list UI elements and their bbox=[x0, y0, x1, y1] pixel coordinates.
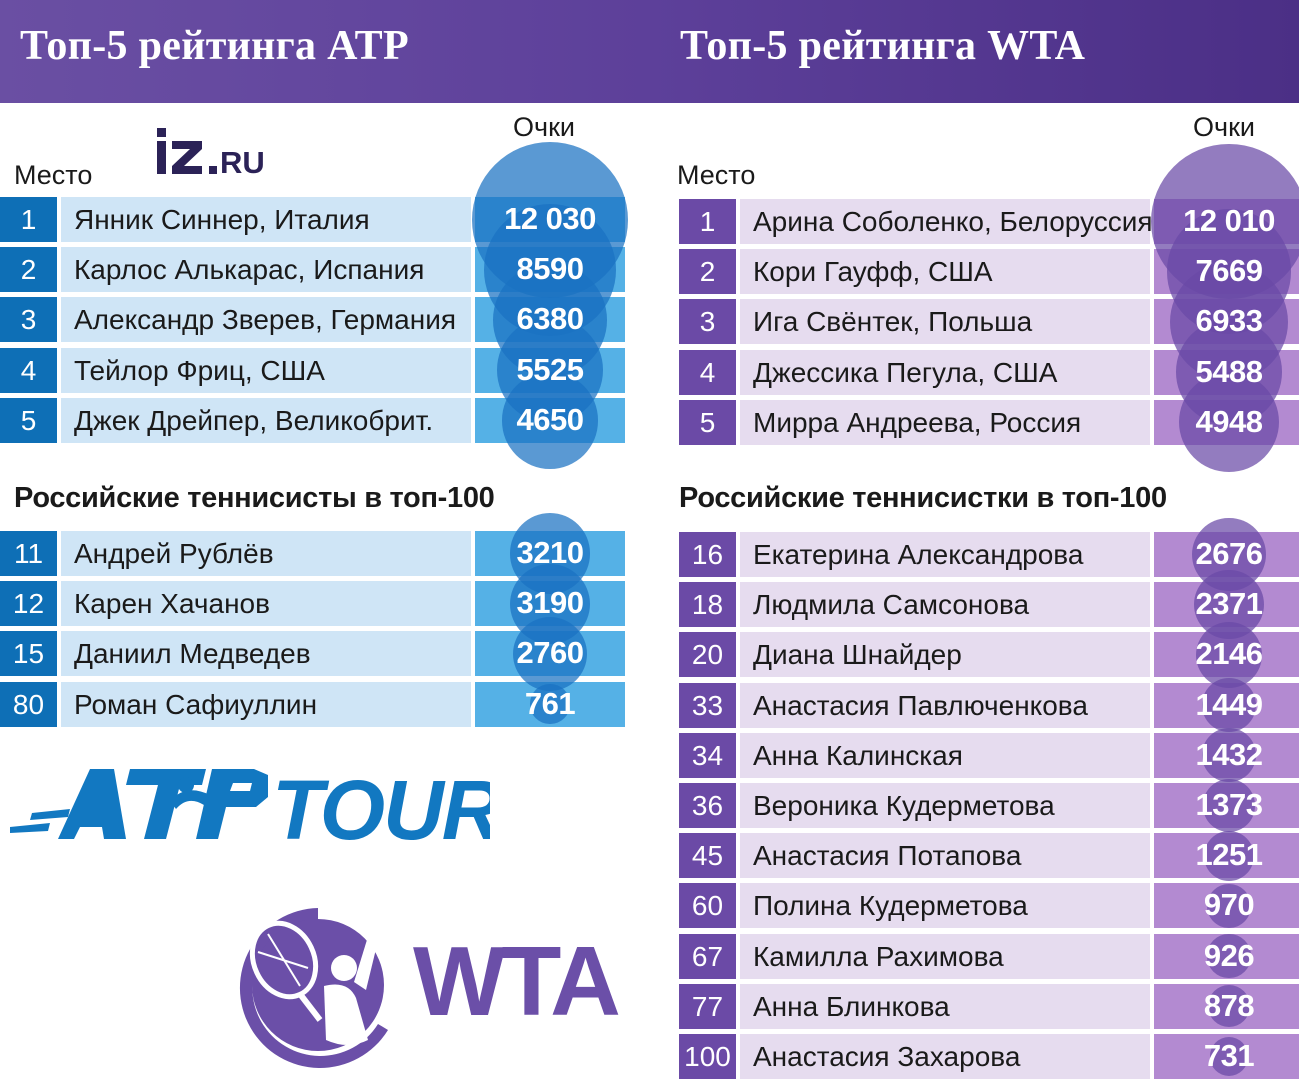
player-name: Роман Сафиуллин bbox=[61, 682, 471, 727]
rank-cell: 45 bbox=[679, 833, 736, 878]
atp-title: Топ-5 рейтинга ATP bbox=[20, 23, 409, 69]
player-name: Ига Свёнтек, Польша bbox=[740, 299, 1150, 344]
points-label: 7669 bbox=[1195, 253, 1263, 289]
wta-russians-title: Российские теннисистки в топ-100 bbox=[679, 482, 1167, 514]
svg-text:WTA: WTA bbox=[413, 926, 619, 1036]
rank-cell: 2 bbox=[0, 247, 57, 292]
rank-cell: 100 bbox=[679, 1034, 736, 1079]
wta-ru-row: 16 Екатерина Александрова bbox=[679, 532, 1299, 577]
points-label: 2146 bbox=[1195, 636, 1263, 672]
rank-cell: 77 bbox=[679, 984, 736, 1029]
rank-cell: 60 bbox=[679, 883, 736, 928]
player-name: Камилла Рахимова bbox=[740, 934, 1150, 979]
wta-ru-row: 20 Диана Шнайдер bbox=[679, 632, 1299, 677]
player-name: Анна Калинская bbox=[740, 733, 1150, 778]
points-label: 1449 bbox=[1195, 686, 1263, 722]
rank-cell: 2 bbox=[679, 249, 736, 294]
points-label: 3190 bbox=[516, 585, 584, 621]
player-name: Андрей Рублёв bbox=[61, 531, 471, 576]
wta-logo: WTA bbox=[239, 892, 623, 1068]
points-label: 2760 bbox=[516, 635, 584, 671]
player-name: Тейлор Фриц, США bbox=[61, 348, 471, 393]
points-label: 1432 bbox=[1195, 736, 1263, 772]
player-name: Янник Синнер, Италия bbox=[61, 197, 471, 242]
rank-cell: 34 bbox=[679, 733, 736, 778]
atp-top-row: 5 Джек Дрейпер, Великобрит. bbox=[0, 398, 625, 443]
player-name: Джессика Пегула, США bbox=[740, 350, 1150, 395]
points-label: 5488 bbox=[1195, 353, 1263, 389]
points-label: 926 bbox=[1203, 937, 1255, 973]
header-banner: Топ-5 рейтинга ATP Топ-5 рейтинга WTA bbox=[0, 0, 1299, 103]
wta-place-label: Место bbox=[677, 160, 756, 190]
points-label: 3210 bbox=[516, 535, 584, 570]
rank-cell: 3 bbox=[0, 297, 57, 342]
points-label: 6380 bbox=[516, 301, 584, 337]
rank-cell: 15 bbox=[0, 631, 57, 676]
player-name: Полина Кудерметова bbox=[740, 883, 1150, 928]
rank-cell: 12 bbox=[0, 581, 57, 626]
svg-text:RU: RU bbox=[220, 145, 265, 176]
atp-points-label: Очки bbox=[513, 112, 575, 142]
points-label: 4650 bbox=[516, 401, 584, 437]
rank-cell: 1 bbox=[679, 199, 736, 244]
player-name: Анна Блинкова bbox=[740, 984, 1150, 1029]
player-name: Людмила Самсонова bbox=[740, 582, 1150, 627]
svg-text:TOUR: TOUR bbox=[272, 765, 490, 845]
rank-cell: 4 bbox=[679, 350, 736, 395]
points-label: 2676 bbox=[1195, 536, 1263, 571]
player-name: Арина Соболенко, Белоруссия bbox=[740, 199, 1153, 244]
points-label: 12 010 bbox=[1183, 203, 1275, 238]
player-name: Анастасия Павлюченкова bbox=[740, 683, 1150, 728]
rank-cell: 18 bbox=[679, 582, 736, 627]
player-name: Кори Гауфф, США bbox=[740, 249, 1150, 294]
atp-place-label: Место bbox=[14, 160, 93, 190]
rank-cell: 16 bbox=[679, 532, 736, 577]
points-label: 2371 bbox=[1195, 586, 1263, 622]
points-label: 4948 bbox=[1195, 403, 1263, 439]
player-name: Даниил Медведев bbox=[61, 631, 471, 676]
wta-ru-row: 18 Людмила Самсонова bbox=[679, 582, 1299, 627]
wta-points-label: Очки bbox=[1193, 112, 1255, 142]
player-name: Анастасия Потапова bbox=[740, 833, 1150, 878]
atp-tour-logo: TOUR bbox=[10, 765, 490, 845]
rank-cell: 80 bbox=[0, 682, 57, 727]
points-label: 1251 bbox=[1195, 837, 1263, 873]
points-label: 5525 bbox=[516, 351, 584, 387]
wta-title: Топ-5 рейтинга WTA bbox=[680, 23, 1086, 69]
points-label: 1373 bbox=[1195, 787, 1263, 822]
rank-cell: 3 bbox=[679, 299, 736, 344]
player-name: Мирра Андреева, Россия bbox=[740, 400, 1150, 445]
player-name: Джек Дрейпер, Великобрит. bbox=[61, 398, 471, 443]
rank-cell: 5 bbox=[0, 398, 57, 443]
atp-russians-title: Российские теннисисты в топ-100 bbox=[14, 482, 495, 514]
rank-cell: 1 bbox=[0, 197, 57, 242]
player-name: Карен Хачанов bbox=[61, 581, 471, 626]
points-label: 8590 bbox=[516, 251, 584, 287]
points-label: 6933 bbox=[1195, 303, 1263, 339]
player-name: Анастасия Захарова bbox=[740, 1034, 1150, 1079]
player-name: Диана Шнайдер bbox=[740, 632, 1150, 677]
rank-cell: 20 bbox=[679, 632, 736, 677]
player-name: Вероника Кудерметова bbox=[740, 783, 1150, 828]
points-label: 731 bbox=[1203, 1038, 1255, 1073]
rank-cell: 4 bbox=[0, 348, 57, 393]
rank-cell: 11 bbox=[0, 531, 57, 576]
points-label: 12 030 bbox=[504, 201, 596, 236]
iz-ru-logo: RU bbox=[157, 128, 265, 176]
player-name: Екатерина Александрова bbox=[740, 532, 1150, 577]
rank-cell: 5 bbox=[679, 400, 736, 445]
points-label: 970 bbox=[1203, 887, 1255, 923]
atp-ru-row: 80 Роман Сафиуллин bbox=[0, 682, 625, 727]
player-name: Александр Зверев, Германия bbox=[61, 297, 471, 342]
player-name: Карлос Алькарас, Испания bbox=[61, 247, 471, 292]
rank-cell: 67 bbox=[679, 934, 736, 979]
rank-cell: 36 bbox=[679, 783, 736, 828]
wta-top-row: 2 Кори Гауфф, США bbox=[679, 249, 1299, 294]
points-label: 761 bbox=[524, 685, 576, 721]
points-label: 878 bbox=[1203, 987, 1255, 1023]
rank-cell: 33 bbox=[679, 683, 736, 728]
